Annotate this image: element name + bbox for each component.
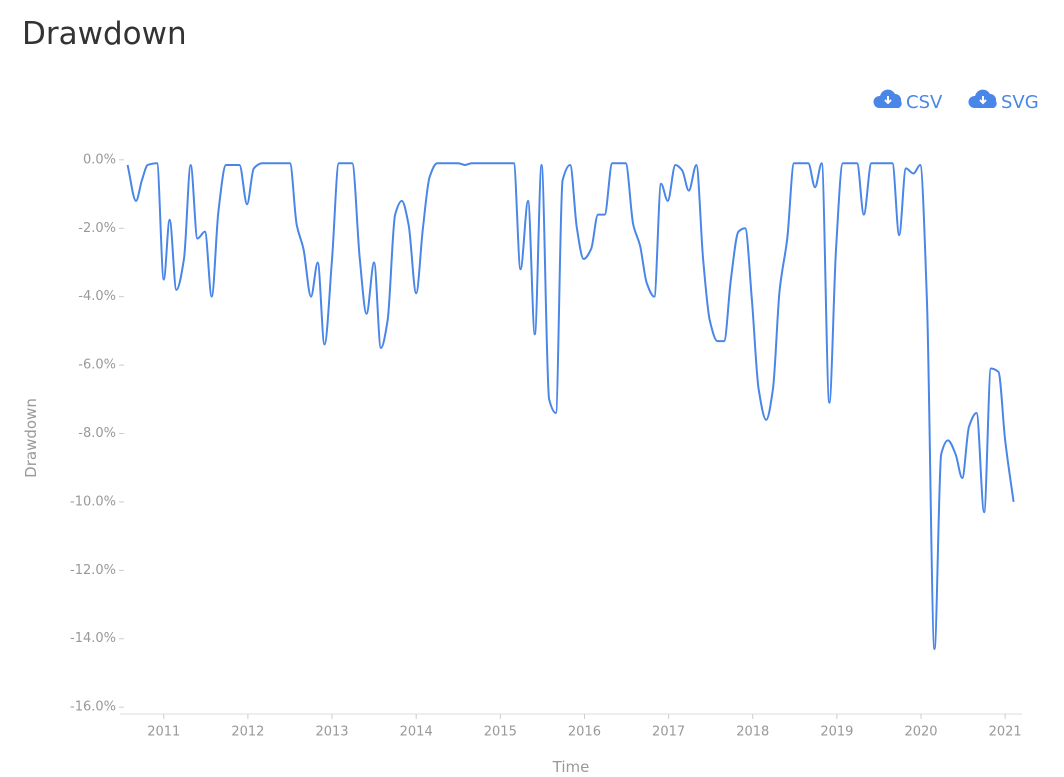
x-tick-label: 2020 — [904, 725, 937, 740]
svg-button[interactable]: SVG — [968, 89, 1039, 113]
y-axis-title: Drawdown — [22, 398, 40, 478]
y-tick-label: 0.0% — [83, 152, 116, 167]
x-tick-label: 2015 — [484, 725, 517, 740]
csv-button[interactable]: CSV — [873, 89, 943, 113]
download-arrow — [979, 96, 987, 105]
x-tick-label: 2012 — [231, 725, 264, 740]
x-tick-label: 2016 — [568, 725, 601, 740]
x-tick-label: 2021 — [989, 725, 1022, 740]
download-arrow — [884, 96, 892, 105]
x-tick-label: 2017 — [652, 725, 685, 740]
x-tick-label: 2013 — [315, 725, 348, 740]
y-tick-label: -8.0% — [78, 426, 116, 441]
y-tick-label: -6.0% — [78, 358, 116, 373]
data-line — [126, 162, 1015, 651]
y-tick-label: -2.0% — [78, 221, 116, 236]
x-axis-title: Time — [552, 758, 590, 776]
csv-label[interactable]: CSV — [906, 92, 943, 113]
svg-label[interactable]: SVG — [1001, 92, 1039, 113]
y-tick-label: -4.0% — [78, 289, 116, 304]
y-tick-label: -12.0% — [70, 563, 116, 578]
x-tick-label: 2014 — [400, 725, 433, 740]
y-tick-label: -10.0% — [70, 494, 116, 509]
x-tick-label: 2019 — [820, 725, 853, 740]
x-tick-label: 2018 — [736, 725, 769, 740]
y-tick-label: -14.0% — [70, 631, 116, 646]
y-tick-label: -16.0% — [70, 700, 116, 715]
chart-title: Drawdown — [22, 16, 187, 52]
x-tick-label: 2011 — [147, 725, 180, 740]
